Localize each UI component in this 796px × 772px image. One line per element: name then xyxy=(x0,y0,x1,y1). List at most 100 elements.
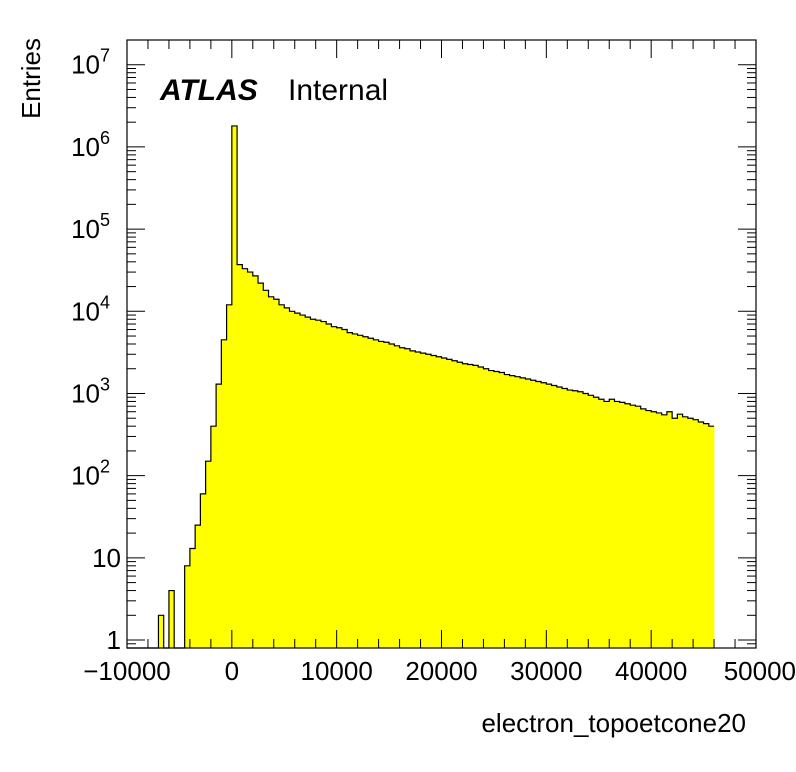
histogram-bar xyxy=(425,354,432,648)
histogram-bar xyxy=(530,380,537,648)
histogram-bar xyxy=(378,341,385,648)
x-tick-label: 40000 xyxy=(615,656,687,686)
histogram-bar xyxy=(551,385,558,648)
histogram-bar xyxy=(588,395,594,648)
histogram-bar xyxy=(672,418,678,648)
histogram-bar xyxy=(703,423,710,648)
x-tick-labels: −10000 0 10000 20000 30000 40000 50000 xyxy=(83,656,796,686)
histogram-bar xyxy=(682,416,689,648)
histogram-bar xyxy=(603,401,610,648)
histogram-bar xyxy=(404,348,411,648)
histogram-bar xyxy=(562,388,568,648)
y-tick-label: 103 xyxy=(71,374,110,408)
histogram-bar xyxy=(467,364,474,648)
histogram-bar xyxy=(614,401,621,648)
histogram-bar xyxy=(478,366,484,648)
histogram-bar xyxy=(656,412,662,648)
histogram-bar xyxy=(305,317,311,648)
histogram-bar xyxy=(362,336,369,648)
y-axis-label: Entries xyxy=(16,38,46,119)
y-tick-label: 104 xyxy=(71,292,110,326)
x-tick-label: 30000 xyxy=(510,656,582,686)
histogram-bar xyxy=(488,370,495,648)
histogram-bar xyxy=(436,356,442,648)
histogram-bar xyxy=(483,368,489,648)
histogram-bar xyxy=(693,419,699,648)
histogram-bar xyxy=(572,390,579,648)
histogram-bar xyxy=(268,296,275,648)
histogram-bar xyxy=(499,372,505,648)
histogram-bar xyxy=(651,411,657,648)
histogram-bar xyxy=(320,321,327,648)
y-axis-ticks xyxy=(127,39,756,649)
histogram-bar xyxy=(226,304,233,648)
histogram-bar xyxy=(556,386,563,648)
histogram-bar xyxy=(583,393,589,648)
histogram-bar xyxy=(242,268,248,648)
histogram-bar xyxy=(567,390,573,648)
histogram-bar xyxy=(336,327,343,648)
y-tick-label: 10 xyxy=(92,543,121,573)
y-tick-label: 102 xyxy=(71,457,110,491)
x-axis-label: electron_topoetcone20 xyxy=(481,708,746,738)
histogram-bar xyxy=(431,355,437,648)
histogram-outline xyxy=(127,125,715,649)
histogram-bar xyxy=(472,365,479,648)
histogram-bar xyxy=(415,351,421,648)
histogram-bar xyxy=(216,384,222,648)
histogram-bar xyxy=(184,565,191,648)
histogram-bar xyxy=(635,406,641,648)
histogram-bar xyxy=(493,371,500,648)
histogram-bar xyxy=(310,319,316,648)
x-axis-ticks xyxy=(126,40,757,648)
histogram-bar xyxy=(331,326,337,648)
histogram-bar xyxy=(195,525,201,648)
histogram-bar xyxy=(509,375,516,648)
histogram-bar xyxy=(205,461,212,648)
histogram-bars xyxy=(158,125,715,649)
histogram-bar xyxy=(326,324,332,648)
histogram-bar xyxy=(541,382,547,648)
x-tick-label: 20000 xyxy=(405,656,477,686)
histogram-bar xyxy=(389,344,395,648)
histogram-bar xyxy=(598,399,605,648)
histogram-bar xyxy=(284,307,290,648)
histogram-bar xyxy=(593,397,600,648)
histogram-bar xyxy=(630,405,636,648)
histogram-bar xyxy=(289,311,296,648)
y-tick-label: 107 xyxy=(71,46,110,80)
y-tick-label: 105 xyxy=(71,210,110,244)
histogram-bar xyxy=(399,347,406,648)
histogram-bar xyxy=(237,264,243,648)
histogram-bar xyxy=(352,333,358,648)
histogram-bar xyxy=(446,359,453,648)
histogram-bar xyxy=(451,360,458,648)
y-tick-labels: 1 10 102 103 104 105 106 107 xyxy=(71,46,121,655)
histogram-bar xyxy=(708,426,715,648)
histogram-bar xyxy=(279,304,285,648)
histogram-bar xyxy=(221,339,227,648)
histogram-bar xyxy=(520,377,526,648)
histogram-bar xyxy=(410,350,416,648)
histogram-bar xyxy=(546,384,552,648)
x-tick-label: −10000 xyxy=(83,656,170,686)
histogram-bar xyxy=(200,493,206,648)
y-tick-label: 1 xyxy=(107,625,121,655)
histogram-bar xyxy=(462,363,469,648)
histogram-bar xyxy=(698,421,704,648)
histogram-bar xyxy=(247,272,254,648)
histogram-bar xyxy=(577,391,584,648)
histogram-bar xyxy=(394,345,400,648)
histogram-bar xyxy=(231,125,238,649)
histogram-bar xyxy=(347,332,353,648)
histogram-bar xyxy=(299,315,306,648)
x-tick-label: 0 xyxy=(225,656,239,686)
histogram-bar xyxy=(687,418,694,648)
histogram-bar xyxy=(315,320,322,648)
histogram-bar xyxy=(294,313,301,648)
atlas-label: ATLAS xyxy=(159,74,258,107)
histogram-bar xyxy=(273,299,280,648)
histogram-bar xyxy=(258,283,264,648)
